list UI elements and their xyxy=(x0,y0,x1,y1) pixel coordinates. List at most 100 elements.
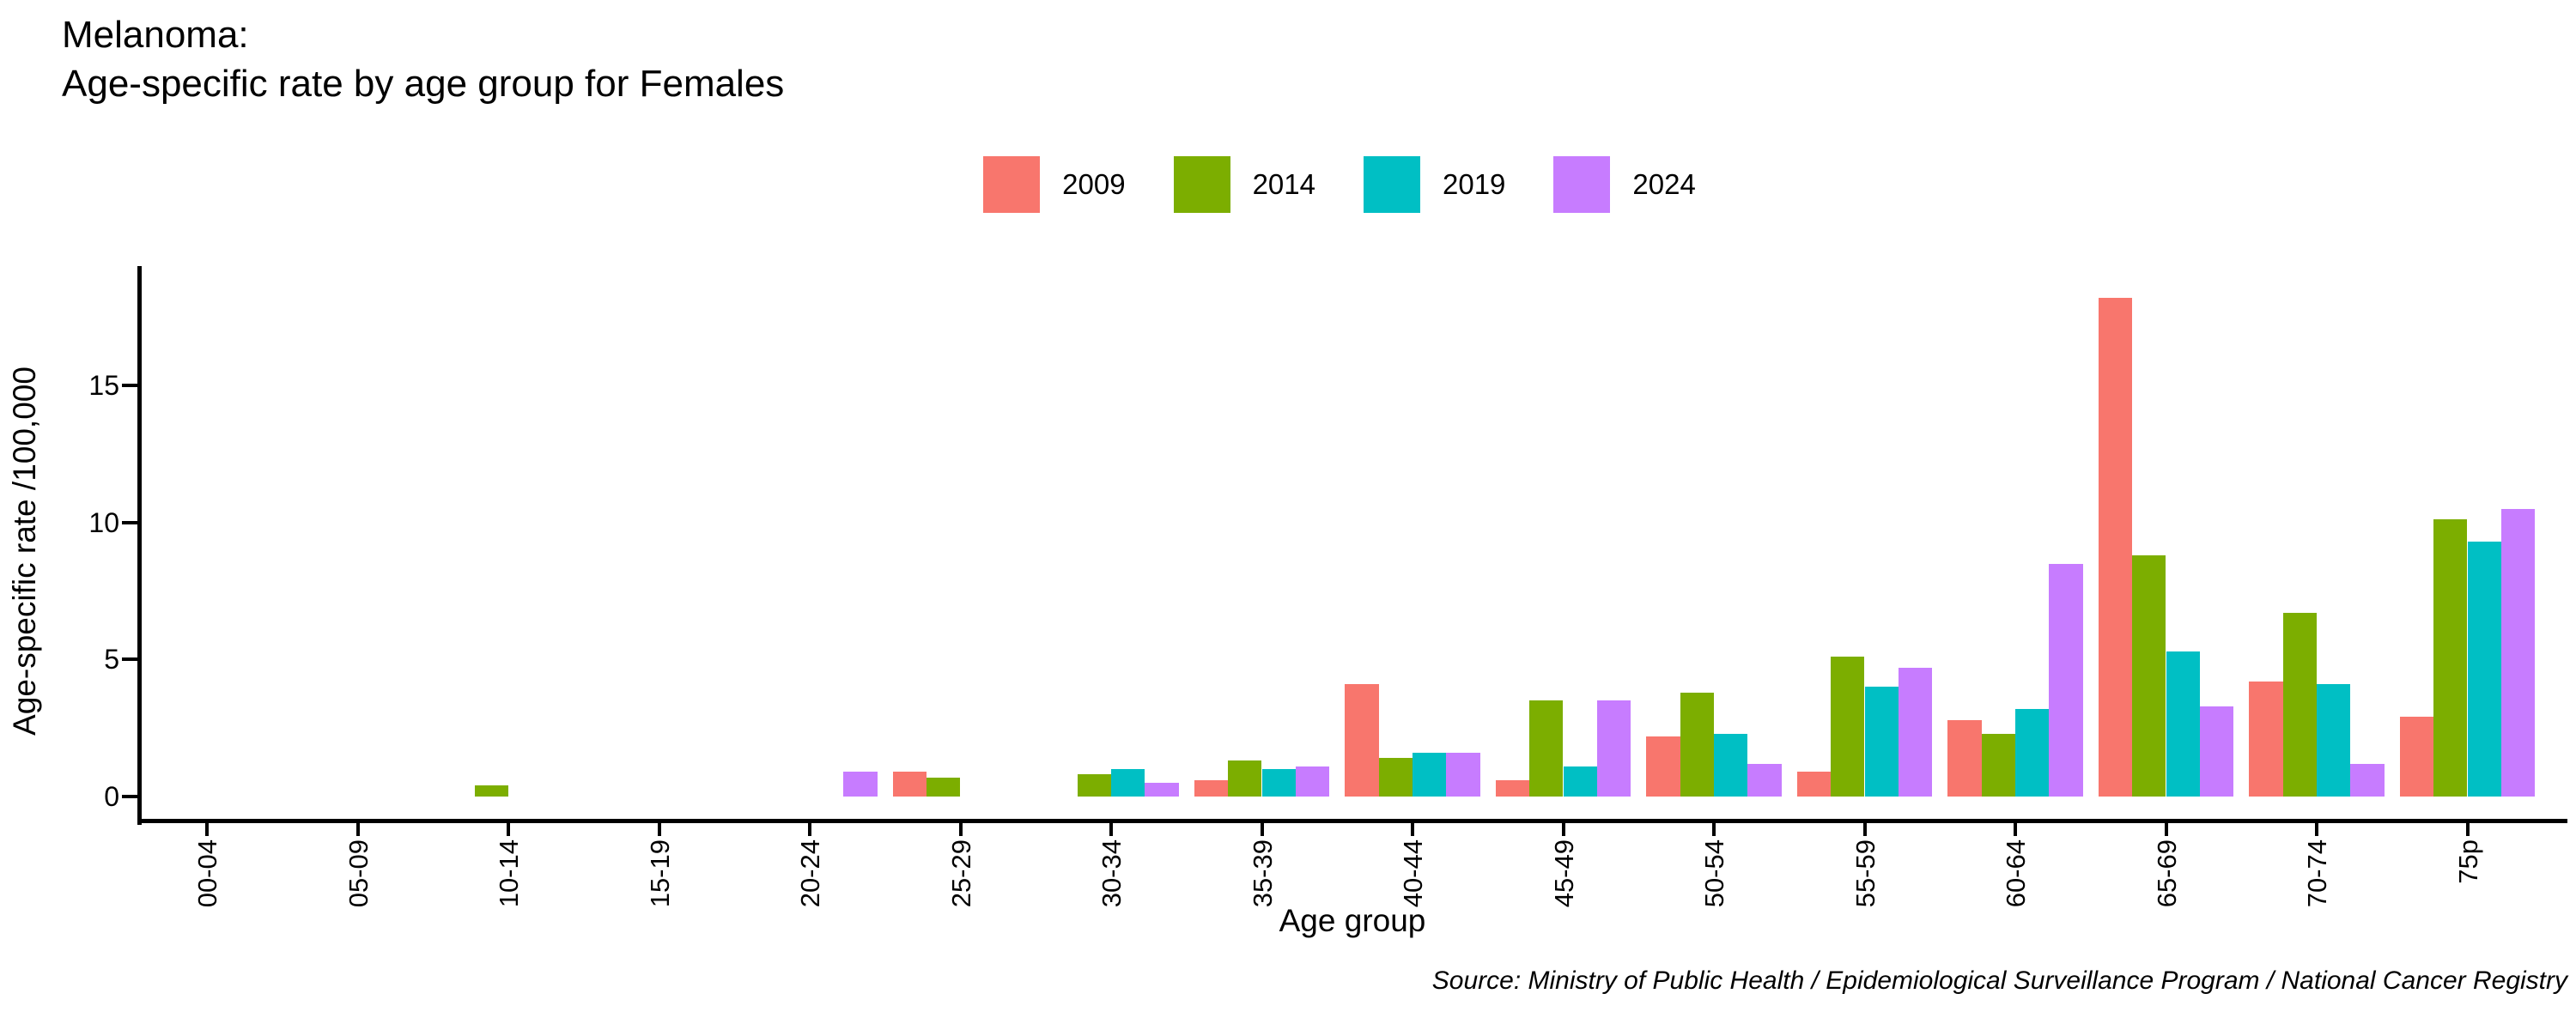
y-tick-label: 10 xyxy=(88,506,119,538)
x-tick-label: 60-64 xyxy=(2001,839,2031,908)
x-tick xyxy=(1712,823,1716,836)
x-tick xyxy=(2315,823,2318,836)
x-tick-label: 55-59 xyxy=(1850,839,1880,908)
bar-2014-25-29 xyxy=(927,777,961,797)
y-tick-label: 15 xyxy=(88,369,119,401)
bar-2014-45-49 xyxy=(1529,700,1564,797)
bar-2014-35-39 xyxy=(1228,760,1262,797)
y-tick-label: 5 xyxy=(104,644,119,676)
x-tick xyxy=(657,823,661,836)
y-axis-title: Age-specific rate /100,000 xyxy=(7,367,42,736)
x-tick xyxy=(2164,823,2168,836)
x-tick-label: 35-39 xyxy=(1247,839,1278,908)
x-tick xyxy=(2465,823,2470,836)
x-tick xyxy=(958,823,963,836)
bar-2014-70-74 xyxy=(2282,613,2317,797)
legend-label-2014: 2014 xyxy=(1252,168,1315,200)
bar-2019-65-69 xyxy=(2166,651,2200,797)
legend-item-2024: 2024 xyxy=(1553,156,1696,213)
bar-2014-30-34 xyxy=(1077,774,1111,797)
bar-2024-60-64 xyxy=(2049,563,2083,797)
bar-2019-45-49 xyxy=(1563,766,1597,797)
bar-2019-70-74 xyxy=(2317,684,2351,797)
bar-2009-70-74 xyxy=(2249,681,2283,797)
bar-2009-45-49 xyxy=(1495,779,1529,797)
y-axis-line xyxy=(137,266,142,825)
x-tick xyxy=(1862,823,1867,836)
x-tick-label: 30-34 xyxy=(1097,839,1127,908)
bar-2024-40-44 xyxy=(1446,752,1480,797)
bar-2024-55-59 xyxy=(1898,667,1933,797)
x-tick-label: 50-54 xyxy=(1699,839,1729,908)
bar-2024-50-54 xyxy=(1747,763,1782,797)
bar-2019-50-54 xyxy=(1714,733,1748,797)
bar-2009-25-29 xyxy=(892,772,927,797)
bar-2009-35-39 xyxy=(1194,779,1228,797)
bar-2019-55-59 xyxy=(1864,687,1899,797)
x-tick xyxy=(1109,823,1113,836)
legend-label-2024: 2024 xyxy=(1632,168,1696,200)
bar-2019-30-34 xyxy=(1111,769,1145,797)
y-tick-label: 0 xyxy=(104,781,119,812)
x-tick-label: 15-19 xyxy=(644,839,675,908)
bar-2009-75p xyxy=(2399,717,2433,797)
y-tick xyxy=(122,383,137,387)
bar-2024-30-34 xyxy=(1145,783,1179,797)
x-tick xyxy=(507,823,510,836)
legend-swatch-2009 xyxy=(983,156,1041,213)
bar-2024-70-74 xyxy=(2350,763,2385,797)
x-tick-label: 20-24 xyxy=(795,839,825,908)
bar-2009-65-69 xyxy=(2098,297,2132,797)
x-tick xyxy=(1260,823,1264,836)
bar-2019-60-64 xyxy=(2015,708,2050,797)
x-tick xyxy=(808,823,811,836)
legend-item-2009: 2009 xyxy=(983,156,1126,213)
x-axis-title: Age group xyxy=(1279,903,1426,938)
chart-title-line2: Age-specific rate by age group for Femal… xyxy=(62,63,785,105)
x-tick-label: 10-14 xyxy=(494,839,524,908)
bar-2009-60-64 xyxy=(1947,719,1982,797)
x-tick-label: 05-09 xyxy=(343,839,374,908)
bar-2014-50-54 xyxy=(1680,692,1714,797)
x-axis-line xyxy=(137,819,2567,823)
legend-label-2019: 2019 xyxy=(1443,168,1506,200)
legend-item-2019: 2019 xyxy=(1364,156,1505,213)
x-tick-label: 45-49 xyxy=(1548,839,1579,908)
bar-2024-65-69 xyxy=(2199,706,2234,797)
bar-2009-50-54 xyxy=(1646,736,1680,797)
y-tick xyxy=(122,657,137,662)
bar-2014-60-64 xyxy=(1981,733,2015,797)
bar-2014-55-59 xyxy=(1831,657,1865,797)
bar-2019-35-39 xyxy=(1261,769,1296,797)
x-tick-label: 00-04 xyxy=(192,839,222,908)
y-tick xyxy=(122,795,137,798)
bar-2024-20-24 xyxy=(843,772,878,797)
bar-2009-55-59 xyxy=(1796,772,1831,797)
bar-2014-65-69 xyxy=(2132,554,2166,797)
x-tick xyxy=(1561,823,1565,836)
bar-2014-75p xyxy=(2433,519,2468,797)
x-tick xyxy=(2014,823,2017,836)
bar-2014-40-44 xyxy=(1378,758,1413,797)
x-tick-label: 70-74 xyxy=(2302,839,2332,908)
bar-2019-40-44 xyxy=(1413,752,1447,797)
legend-swatch-2014 xyxy=(1173,156,1230,213)
legend-swatch-2024 xyxy=(1553,156,1611,213)
bar-2024-75p xyxy=(2500,508,2536,797)
x-tick-label: 65-69 xyxy=(2151,839,2182,908)
x-tick-label: 25-29 xyxy=(945,839,976,908)
legend-item-2014: 2014 xyxy=(1173,156,1315,213)
bar-2019-75p xyxy=(2467,541,2501,797)
bar-2024-45-49 xyxy=(1596,700,1631,797)
legend-label-2009: 2009 xyxy=(1062,168,1126,200)
y-tick xyxy=(122,520,137,524)
x-tick-label: 40-44 xyxy=(1398,839,1428,908)
chart-title-line1: Melanoma: xyxy=(62,14,249,56)
x-tick xyxy=(205,823,209,836)
source-credit: Source: Ministry of Public Health / Epid… xyxy=(1431,966,2567,995)
legend-swatch-2019 xyxy=(1364,156,1420,213)
legend: 2009 2014 2019 2024 xyxy=(52,156,2576,213)
chart-title: Melanoma: Age-specific rate by age group… xyxy=(62,10,784,108)
bar-2009-40-44 xyxy=(1345,684,1379,797)
